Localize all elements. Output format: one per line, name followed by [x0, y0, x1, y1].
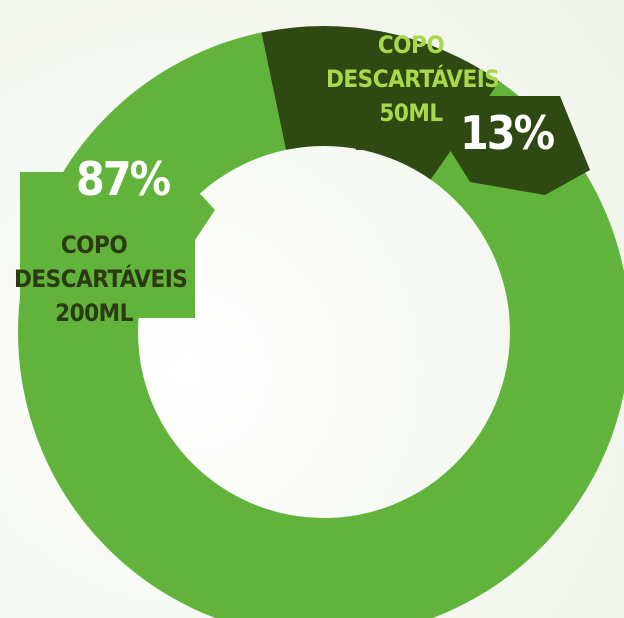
slice-label: COPO DESCARTÁVEIS 200ML	[14, 231, 188, 327]
value-label: 87%	[76, 152, 171, 206]
label-tab	[356, 96, 590, 195]
label-tab	[20, 172, 215, 318]
slice-label: COPO DESCARTÁVEIS 50ML	[326, 31, 500, 127]
value-label: 13%	[460, 106, 555, 160]
